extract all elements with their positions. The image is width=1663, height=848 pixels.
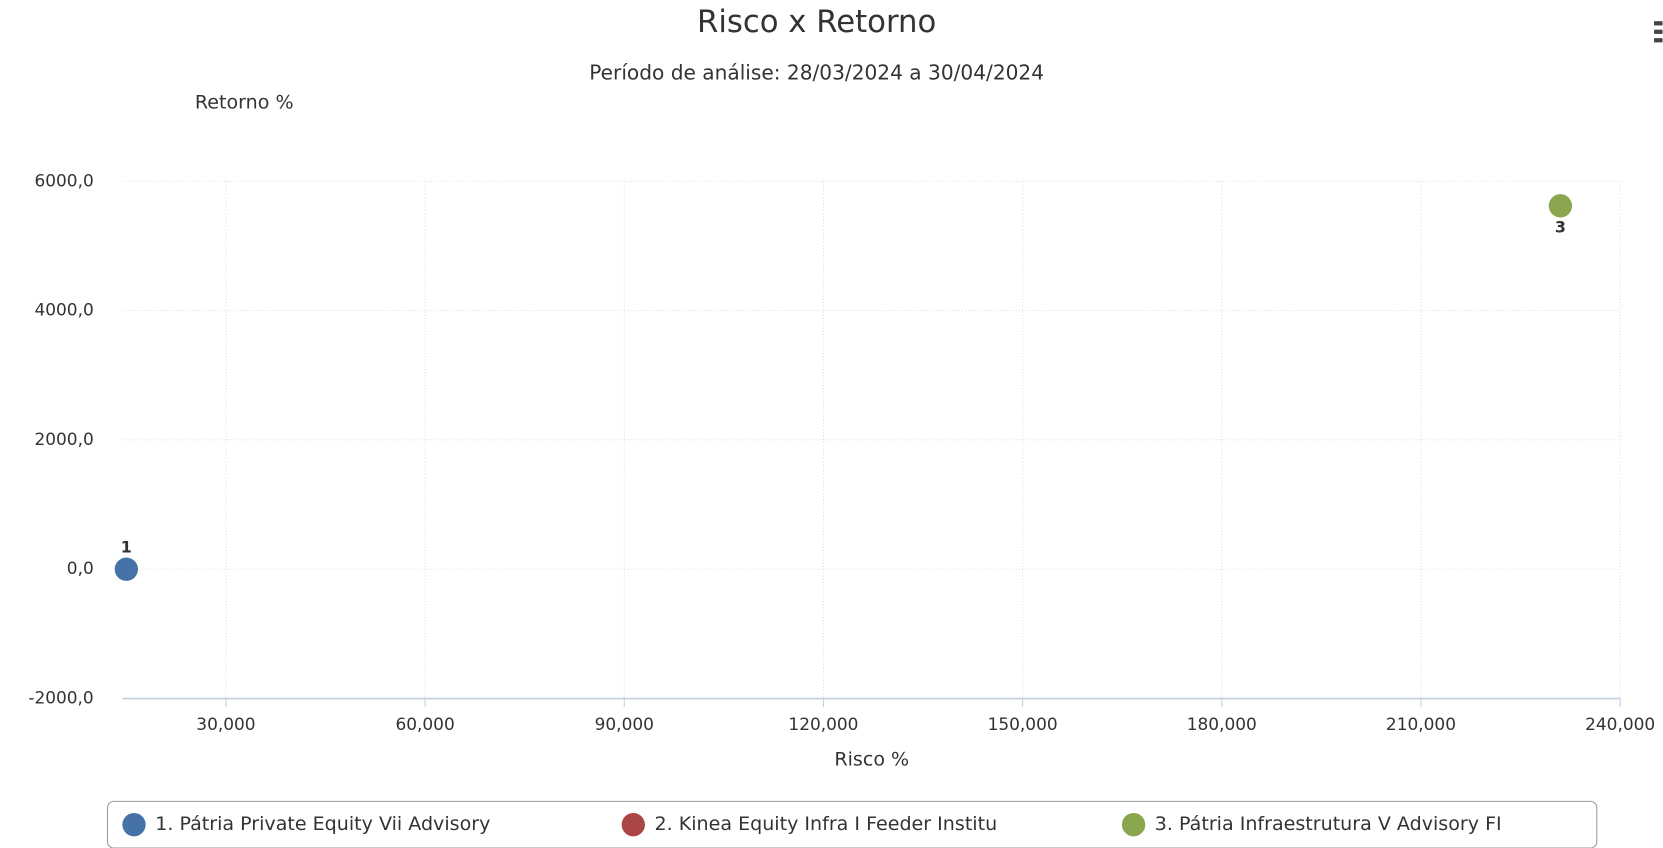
y-axis-title: Retorno %: [195, 91, 294, 113]
legend-marker: [122, 813, 146, 837]
menu-icon[interactable]: [1654, 21, 1663, 43]
x-tick-label: 180,000: [1187, 714, 1257, 734]
legend-label: 1. Pátria Private Equity Vii Advisory: [155, 813, 490, 835]
y-tick-label: 6000,0: [34, 170, 93, 190]
y-tick-label: 0,0: [67, 558, 94, 578]
point-label: 3: [1555, 218, 1566, 237]
x-tick-label: 30,000: [196, 714, 255, 734]
chart-subtitle: Período de análise: 28/03/2024 a 30/04/2…: [589, 61, 1044, 85]
point: [1548, 194, 1573, 218]
x-tick-label: 240,000: [1585, 714, 1655, 734]
chart-title: Risco x Retorno: [697, 4, 936, 40]
x-tick-label: 60,000: [395, 714, 454, 734]
x-tick-label: 120,000: [788, 714, 858, 734]
y-tick-label: -2000,0: [28, 688, 93, 708]
point: [114, 557, 139, 581]
point-label: 1: [121, 538, 132, 557]
legend-marker: [621, 813, 645, 837]
x-tick-label: 210,000: [1386, 714, 1456, 734]
legend-label: 2. Kinea Equity Infra I Feeder Institu: [654, 813, 997, 835]
y-tick-label: 2000,0: [34, 429, 93, 449]
menu-bar: [1654, 29, 1663, 34]
x-axis-title: Risco %: [834, 749, 909, 771]
legend-label: 3. Pátria Infraestrutura V Advisory FI: [1155, 813, 1502, 835]
y-tick-label: 4000,0: [34, 300, 93, 320]
x-tick-label: 150,000: [988, 714, 1058, 734]
legend-marker: [1121, 813, 1146, 837]
menu-bar: [1654, 21, 1663, 26]
x-tick-label: 90,000: [595, 714, 654, 734]
legend-box: [106, 800, 1598, 848]
menu-bar: [1654, 38, 1663, 43]
